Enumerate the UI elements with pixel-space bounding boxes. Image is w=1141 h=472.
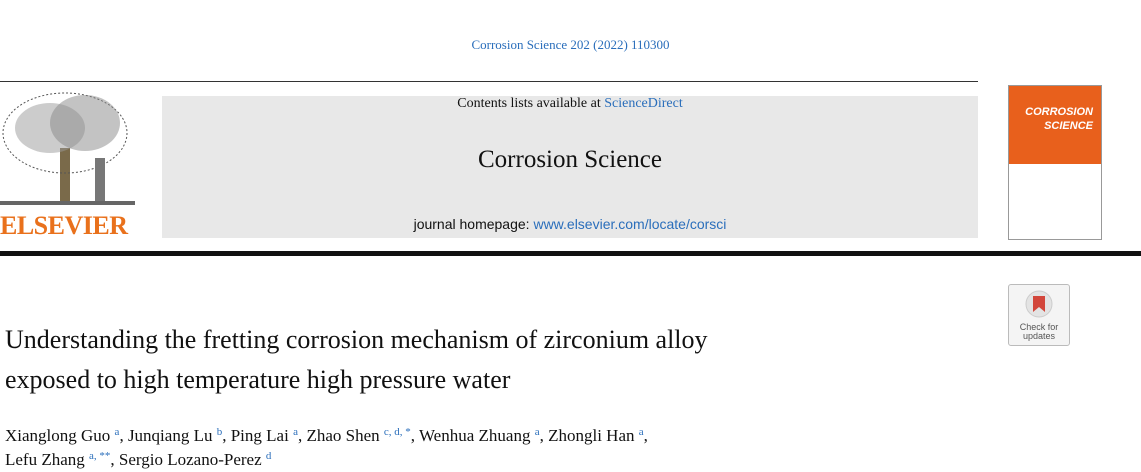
rule: [0, 251, 1141, 256]
author-separator: ,: [410, 426, 416, 445]
homepage-prefix: journal homepage:: [413, 216, 534, 232]
title-line: exposed to high temperature high pressur…: [5, 365, 511, 394]
cover-title: SCIENCE: [1044, 120, 1093, 132]
badge-icon: [1025, 290, 1053, 318]
journal-title: Corrosion Science: [478, 146, 662, 173]
author-separator: ,: [297, 426, 303, 445]
contents-prefix: Contents lists available at: [457, 96, 605, 111]
cover-band: [1009, 86, 1101, 164]
journal-banner: [162, 96, 978, 238]
author-name[interactable]: Junqiang Lu: [127, 426, 213, 445]
article-title: Understanding the fretting corrosion mec…: [5, 320, 708, 400]
publisher-logo: [0, 92, 135, 205]
badge-text: Check for: [1019, 322, 1059, 332]
contents-link[interactable]: ScienceDirect: [604, 96, 683, 111]
author-affiliation[interactable]: a: [114, 426, 120, 438]
author-separator: ,: [110, 450, 115, 469]
author-affiliation[interactable]: a: [534, 426, 540, 438]
author-separator: ,: [119, 426, 124, 445]
author-affiliation[interactable]: b: [216, 426, 223, 438]
author-name[interactable]: Wenhua Zhuang: [418, 426, 531, 445]
author-affiliation[interactable]: a, **: [89, 450, 111, 462]
contents-line: Contents lists available at ScienceDirec…: [162, 96, 978, 112]
author-name[interactable]: Sergio Lozano-Perez: [118, 450, 262, 469]
author-separator: ,: [539, 426, 544, 445]
author-name[interactable]: Zhongli Han: [548, 426, 635, 445]
rule: [0, 81, 978, 82]
author-affiliation[interactable]: d: [265, 450, 272, 462]
check-updates-badge[interactable]: Check for updates: [1008, 284, 1070, 346]
author-affiliation[interactable]: a: [293, 426, 298, 438]
author-separator: ,: [222, 426, 227, 445]
citation[interactable]: Corrosion Science 202 (2022) 110300: [471, 37, 670, 52]
author-name[interactable]: Lefu Zhang: [5, 450, 85, 469]
author-name[interactable]: Zhao Shen: [306, 426, 380, 445]
badge-text: updates: [1022, 331, 1056, 341]
publisher-name: ELSEVIER: [0, 211, 128, 240]
homepage-line: journal homepage: www.elsevier.com/locat…: [162, 216, 978, 232]
journal-cover[interactable]: CORROSION SCIENCE: [1008, 85, 1102, 240]
title-line: Understanding the fretting corrosion mec…: [5, 325, 708, 354]
author-name[interactable]: Xianglong Guo: [5, 426, 111, 445]
author-separator: ,: [643, 426, 648, 445]
author-affiliation[interactable]: c, d, *: [383, 426, 411, 438]
author-list: Xianglong Guo a, Junqiang Lu b, Ping Lai…: [5, 424, 985, 472]
cover-title: CORROSION: [1025, 106, 1093, 118]
homepage-link[interactable]: www.elsevier.com/locate/corsci: [533, 216, 727, 232]
author-name[interactable]: Ping Lai: [230, 426, 289, 445]
author-affiliation[interactable]: a: [638, 426, 644, 438]
